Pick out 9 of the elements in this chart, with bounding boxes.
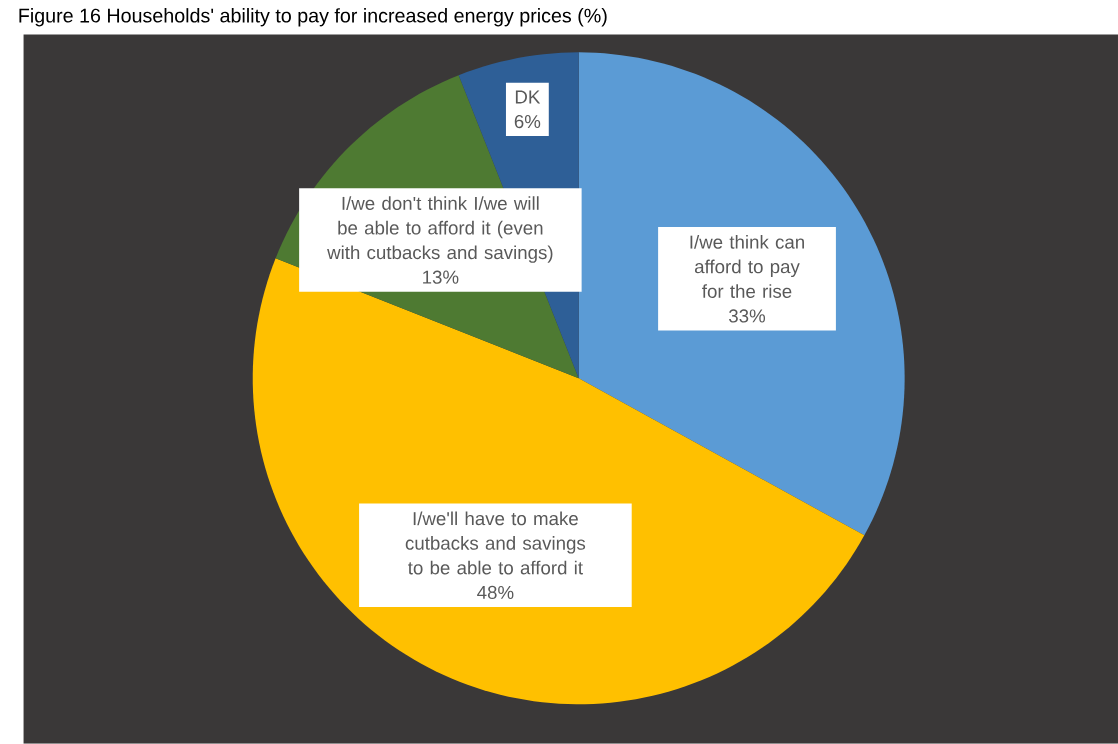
chart-title: Figure 16 Households' ability to pay for increased energy prices (%) — [19, 8, 607, 27]
slice-label: I/we think can afford to pay for the rise — [690, 235, 804, 299]
slice-label: DK — [515, 90, 541, 104]
data-label: 33% — [729, 309, 766, 323]
data-label: 48% — [477, 585, 514, 600]
slice-label: I/we'll have to make cutbacks and savings to be able to afford it — [405, 511, 586, 575]
data-label: 6% — [514, 115, 541, 129]
slice-label: I/we don't think I/we will be able to afford it (even with cutbacks and savings) — [327, 196, 553, 263]
data-label: 13% — [423, 270, 459, 284]
